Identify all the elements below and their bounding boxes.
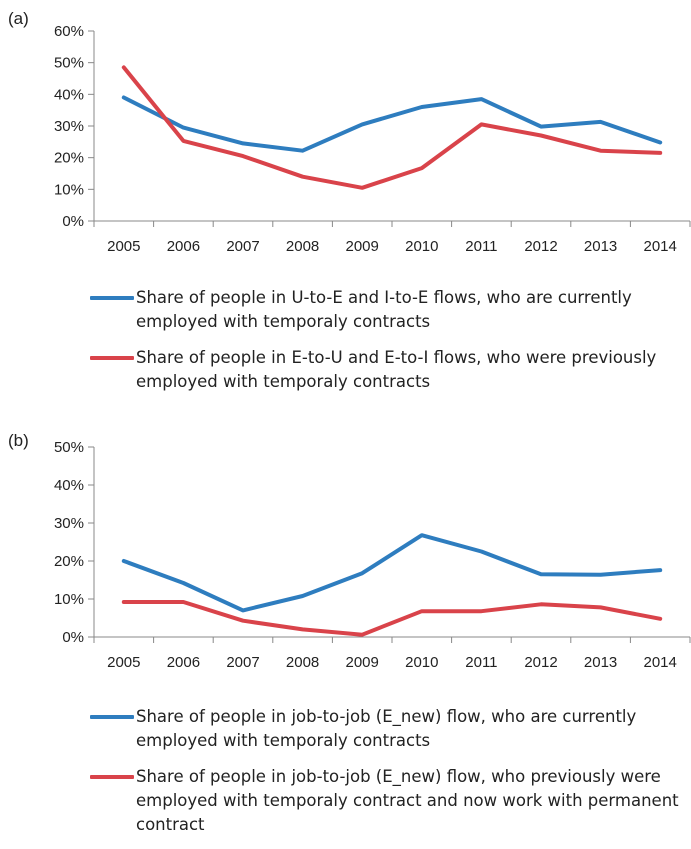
series-line-a-2 [124,67,660,187]
legend-item-b-1: Share of people in job-to-job (E_new) fl… [90,705,690,753]
y-tick-label: 30% [54,515,84,532]
legend-swatch-red [90,775,134,779]
x-tick-label: 2005 [107,654,140,671]
x-tick-label: 2013 [584,654,617,671]
y-tick-label: 60% [54,23,84,40]
x-tick-label: 2013 [584,238,617,255]
y-tick-label: 20% [54,150,84,167]
legend-label: Share of people in job-to-job (E_new) fl… [136,765,690,837]
x-tick-label: 2008 [286,238,319,255]
y-tick-label: 40% [54,477,84,494]
panel-label-a: (a) [8,9,29,28]
x-tick-label: 2008 [286,654,319,671]
y-tick-label: 10% [54,591,84,608]
x-tick-label: 2009 [346,238,379,255]
panel-label-b: (b) [8,431,29,450]
x-tick-label: 2011 [465,238,497,255]
x-tick-label: 2010 [405,654,438,671]
y-tick-label: 0% [62,629,84,646]
y-tick-label: 10% [54,181,84,198]
legend-label: Share of people in U-to-E and I-to-E flo… [136,286,690,334]
x-tick-label: 2012 [524,654,557,671]
y-tick-label: 30% [54,118,84,135]
x-tick-label: 2007 [226,238,259,255]
x-tick-label: 2014 [644,654,677,671]
legend-swatch-red [90,356,134,360]
legend-b: Share of people in job-to-job (E_new) fl… [90,705,690,849]
series-line-b-2 [124,602,660,635]
y-tick-label: 50% [54,55,84,72]
legend-item-a-2: Share of people in E-to-U and E-to-I flo… [90,346,690,394]
legend-label: Share of people in E-to-U and E-to-I flo… [136,346,690,394]
legend-item-a-1: Share of people in U-to-E and I-to-E flo… [90,286,690,334]
legend-item-b-2: Share of people in job-to-job (E_new) fl… [90,765,690,837]
x-tick-label: 2006 [167,238,200,255]
x-tick-label: 2009 [346,654,379,671]
legend-swatch-blue [90,296,134,300]
y-tick-label: 0% [62,213,84,230]
chart-a: 0% 10% 20% 30% 40% 50% 60% 2005 2006 2007 2008 2009… [54,23,690,255]
x-tick-label: 2012 [524,238,557,255]
y-tick-label: 50% [54,439,84,456]
x-tick-label: 2005 [107,238,140,255]
y-tick-label: 20% [54,553,84,570]
x-tick-label: 2014 [644,238,677,255]
series-line-b-1 [124,535,660,610]
chart-b: 0% 10% 20% 30% 40% 50% 2005 2006 2007 2008 2009 201… [54,439,690,671]
legend-a: Share of people in U-to-E and I-to-E flo… [90,286,690,406]
x-tick-label: 2010 [405,238,438,255]
series-line-a-1 [124,98,660,151]
y-tick-label: 40% [54,86,84,103]
legend-swatch-blue [90,715,134,719]
x-tick-label: 2007 [226,654,259,671]
x-tick-label: 2006 [167,654,200,671]
x-tick-label: 2011 [465,654,497,671]
legend-label: Share of people in job-to-job (E_new) fl… [136,705,690,753]
